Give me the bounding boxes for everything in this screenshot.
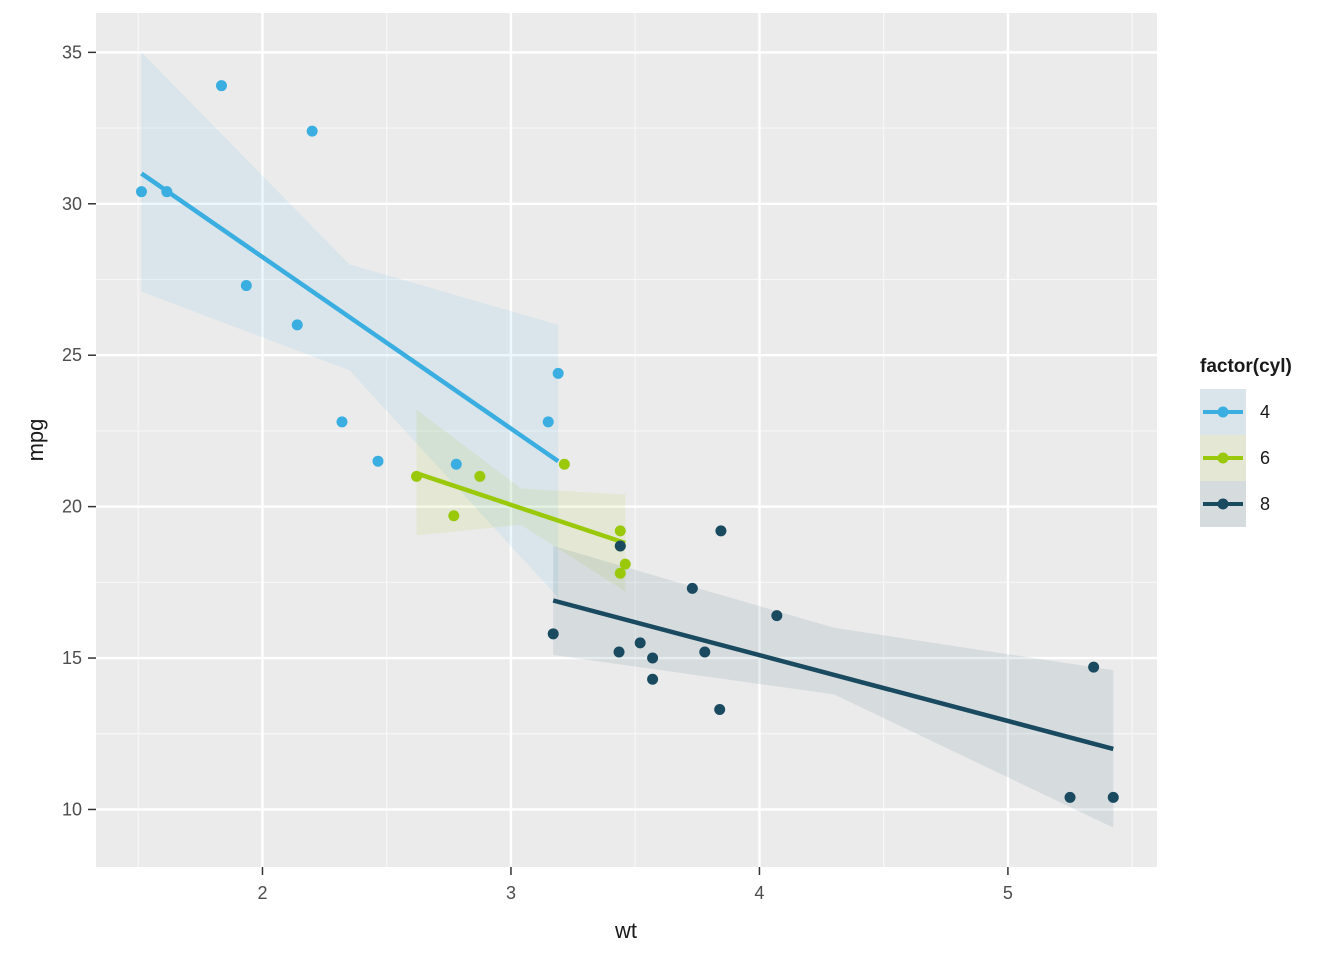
data-point-8	[547, 628, 559, 640]
legend: factor(cyl) 4 6 8	[1200, 356, 1292, 527]
data-point-8	[614, 540, 626, 552]
data-point-8	[1064, 791, 1076, 803]
legend-label-8: 8	[1260, 494, 1270, 514]
x-axis-title: wt	[614, 918, 637, 943]
legend-label-4: 4	[1260, 402, 1270, 422]
data-point-6	[411, 470, 423, 482]
data-point-6	[558, 458, 570, 470]
data-points	[135, 80, 1119, 803]
data-point-8	[647, 652, 659, 664]
panel-background	[96, 13, 1157, 867]
data-point-8	[686, 582, 698, 594]
data-point-6	[448, 510, 460, 522]
data-point-4	[542, 416, 554, 428]
major-gridlines	[96, 13, 1157, 867]
data-point-4	[372, 455, 384, 467]
minor-gridlines	[96, 13, 1157, 867]
data-point-8	[1088, 661, 1100, 673]
data-point-6	[619, 558, 631, 570]
data-point-4	[336, 416, 348, 428]
legend-key-point	[1217, 406, 1229, 418]
y-tick-label: 15	[62, 648, 82, 668]
confidence-band-6	[416, 409, 626, 592]
y-axis-title: mpg	[23, 419, 48, 462]
data-point-6	[474, 470, 486, 482]
x-tick-label: 5	[1003, 883, 1013, 903]
y-tick-label: 35	[62, 42, 82, 62]
data-point-4	[450, 458, 462, 470]
data-point-8	[1107, 791, 1119, 803]
data-point-8	[613, 646, 625, 658]
regression-line-4	[140, 171, 560, 464]
x-tick-label: 3	[506, 883, 516, 903]
data-point-4	[552, 367, 564, 379]
legend-title: factor(cyl)	[1200, 356, 1292, 377]
data-point-6	[614, 567, 626, 579]
data-point-8	[647, 673, 659, 685]
data-point-4	[306, 125, 318, 137]
legend-key-point	[1217, 498, 1229, 510]
data-point-4	[135, 186, 147, 198]
data-point-4	[240, 280, 252, 292]
y-tick-label: 30	[62, 194, 82, 214]
legend-label-6: 6	[1260, 448, 1270, 468]
y-tick-label: 25	[62, 345, 82, 365]
regression-line-6	[415, 471, 626, 546]
data-point-8	[699, 646, 711, 658]
data-point-4	[161, 186, 173, 198]
y-tick-label: 10	[62, 799, 82, 819]
data-point-8	[634, 637, 646, 649]
legend-key-point	[1217, 452, 1229, 464]
x-axis: 2 3 4 5	[257, 867, 1013, 903]
x-tick-label: 2	[257, 883, 267, 903]
x-tick-label: 4	[754, 883, 764, 903]
y-tick-label: 20	[62, 497, 82, 517]
regression-lines	[140, 171, 1114, 752]
confidence-band-8	[553, 546, 1114, 828]
data-point-4	[291, 319, 303, 331]
data-point-8	[715, 525, 727, 537]
data-point-8	[771, 610, 783, 622]
data-point-6	[614, 525, 626, 537]
data-point-8	[714, 704, 726, 716]
data-point-4	[215, 80, 227, 92]
y-axis: 10 15 20 25 30 35	[62, 42, 96, 819]
regression-line-8	[552, 598, 1114, 752]
